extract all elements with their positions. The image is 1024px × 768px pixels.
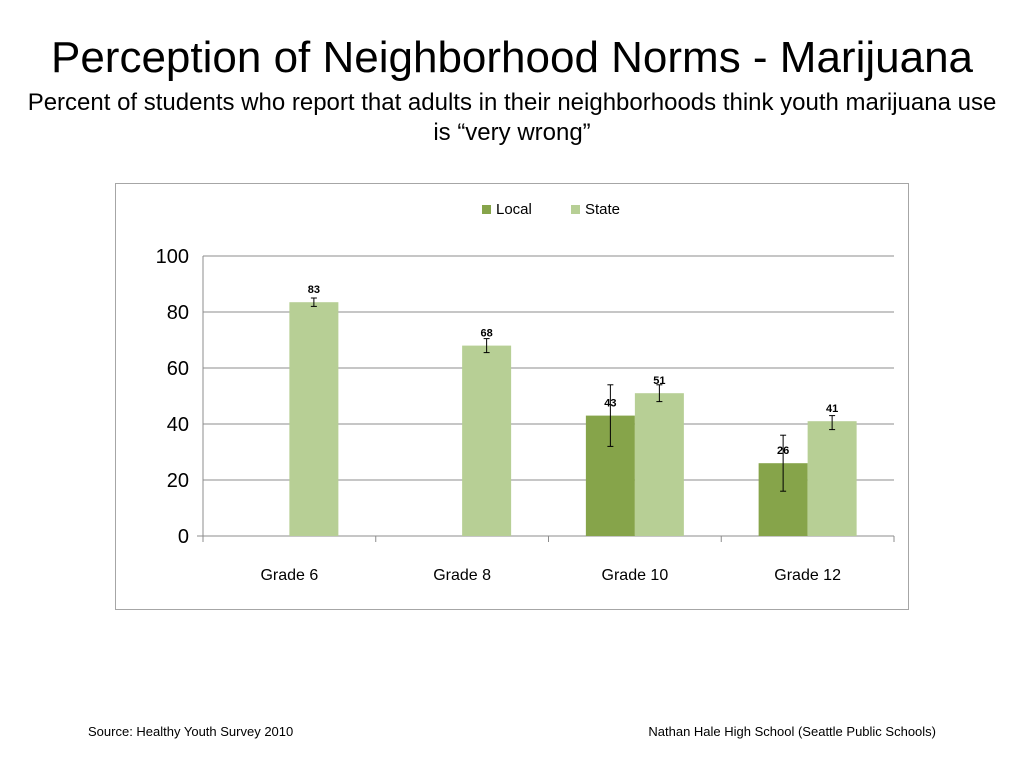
legend-swatch-state [571,205,580,214]
slide-title: Perception of Neighborhood Norms - Marij… [50,33,974,82]
y-tick-label: 20 [167,470,189,492]
y-tick-label: 0 [178,526,189,548]
y-tick-label: 80 [167,302,189,324]
bar-state-grade-12 [807,421,857,536]
slide-subtitle: Percent of students who report that adul… [27,89,997,146]
data-label: 68 [481,328,493,340]
data-label: 83 [308,284,320,296]
bar-state-grade-8 [462,345,512,536]
x-category-label: Grade 10 [602,567,669,584]
bar-state-grade-6 [289,302,339,536]
legend-label-local: Local [496,201,532,218]
source-note: Source: Healthy Youth Survey 2010 [88,724,294,739]
bar-chart: 0 20 40 60 80 100 43 26 83 68 51 41 Grade 6 Grade 8 Gr… [156,201,895,584]
legend-swatch-local [482,205,491,214]
y-tick-label: 40 [167,414,189,436]
legend-label-state: State [585,201,620,218]
data-label: 51 [653,375,665,387]
x-category-label: Grade 8 [433,567,491,584]
data-label: 43 [604,398,616,410]
y-tick-label: 100 [156,246,189,268]
x-category-label: Grade 12 [774,567,841,584]
bar-state-grade-10 [634,393,684,536]
x-category-label: Grade 6 [260,567,318,584]
data-label: 41 [826,403,838,415]
data-label: 26 [777,445,789,457]
chart-frame: 0 20 40 60 80 100 43 26 83 68 51 41 Grade 6 Grade 8 Gr… [115,183,909,610]
y-tick-label: 60 [167,358,189,380]
school-name: Nathan Hale High School (Seattle Public … [648,724,936,739]
